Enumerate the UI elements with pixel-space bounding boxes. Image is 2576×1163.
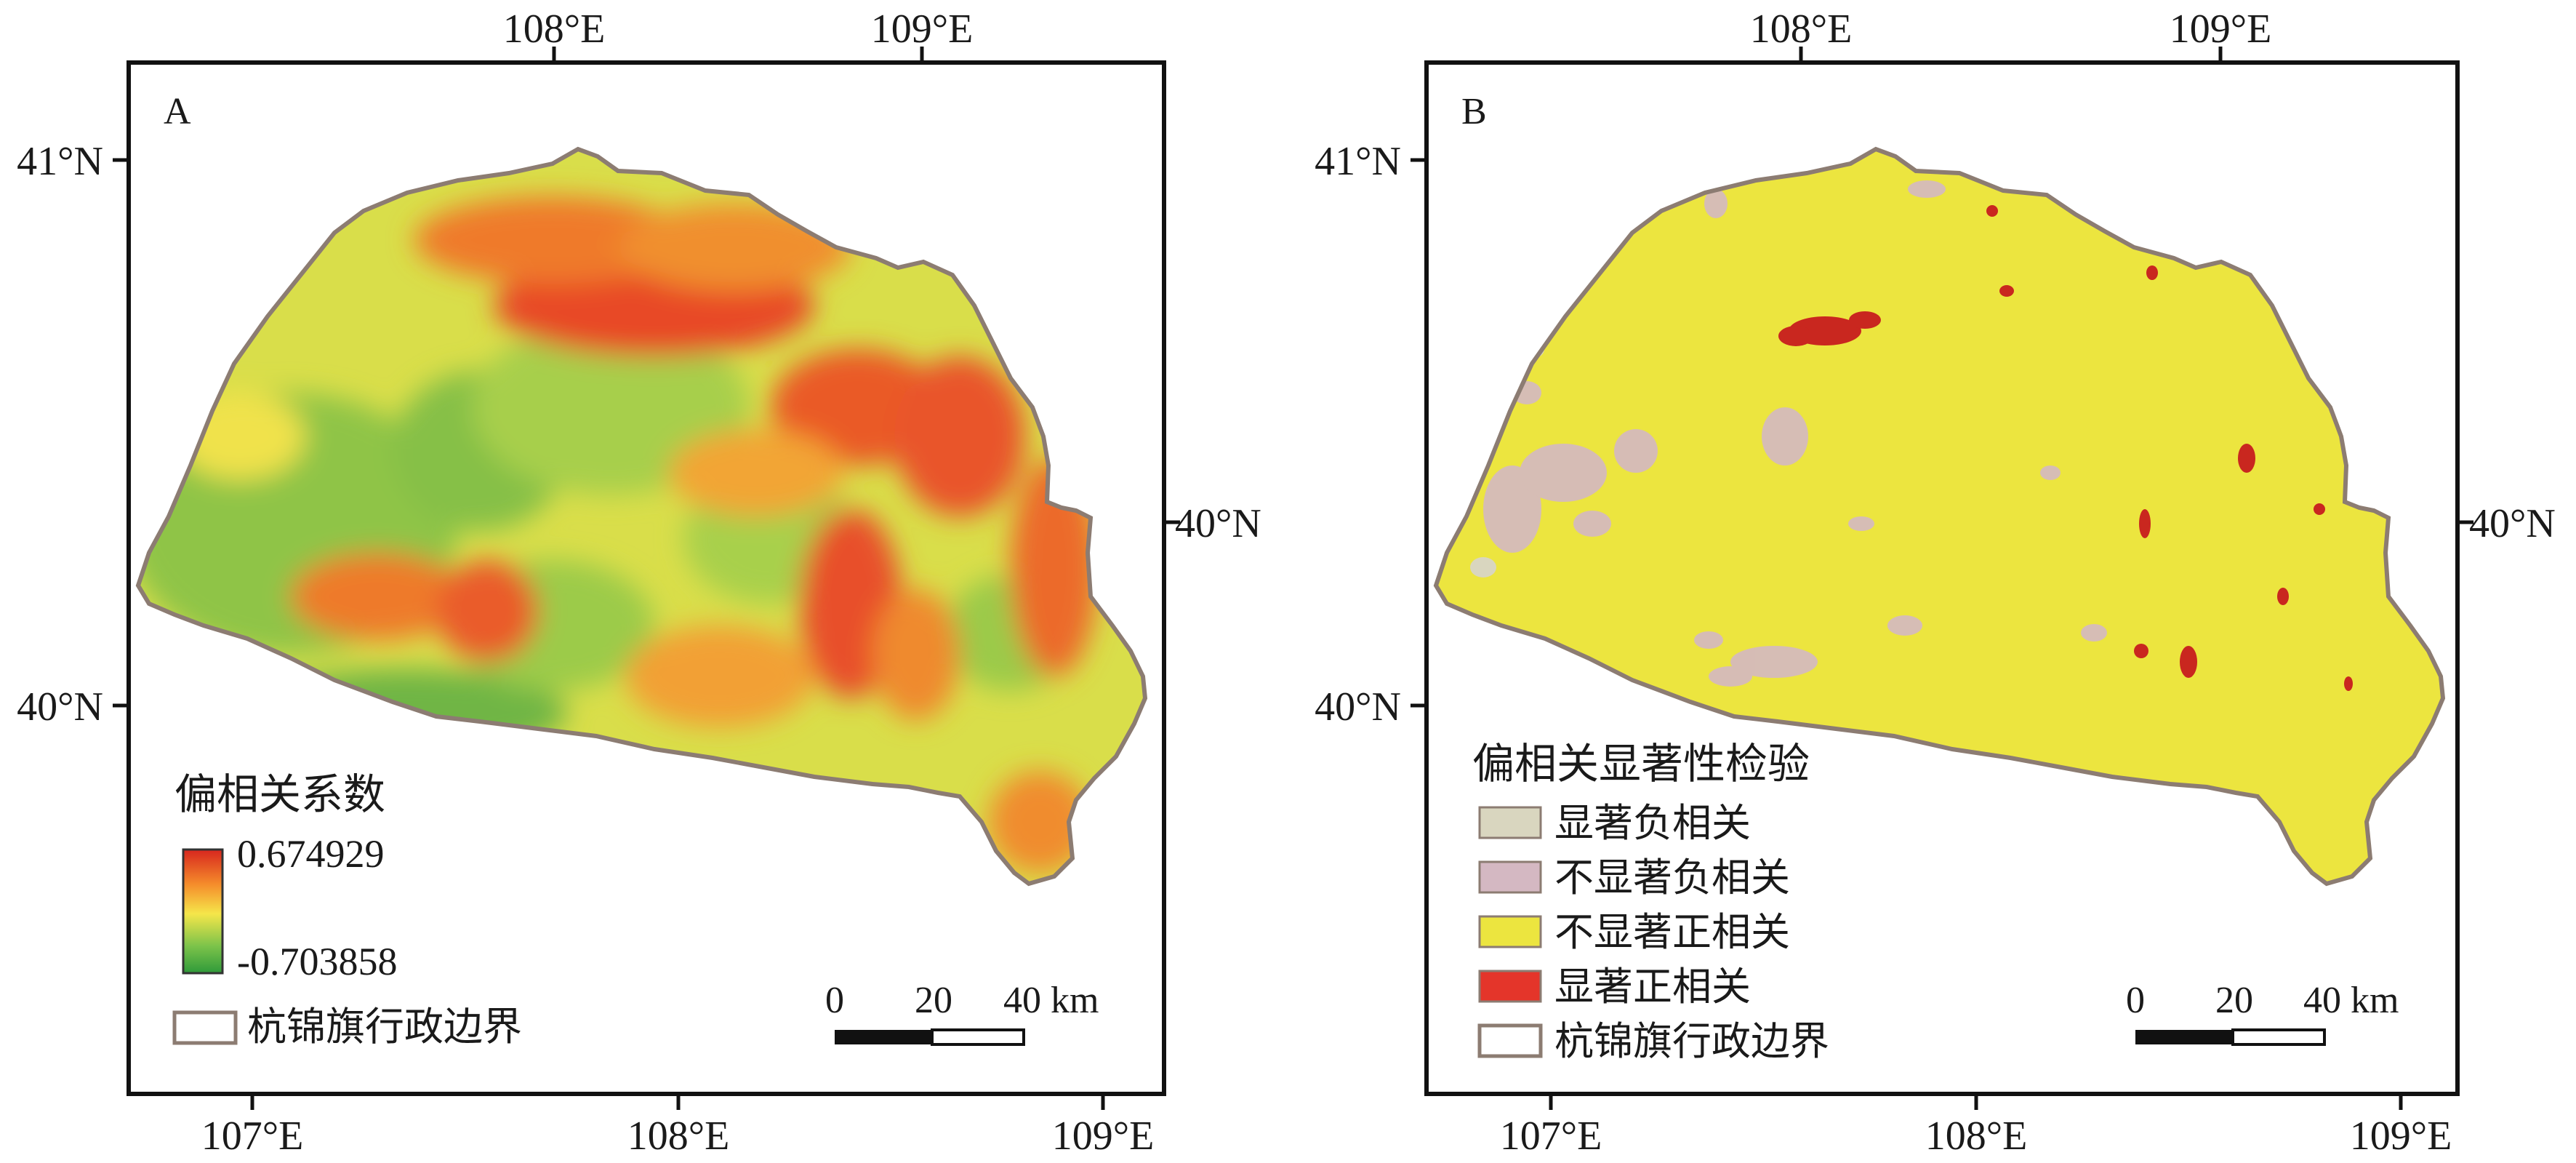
legend-swatch-significant-positive — [1478, 970, 1542, 1003]
panel-b-letter: B — [1461, 91, 1487, 132]
legend-title: 偏相关显著性检验 — [1472, 740, 1810, 788]
scale-segment — [2231, 1028, 2326, 1046]
right-lat-label: 40°N — [1175, 501, 1261, 546]
panel-a: A 108°E 109°E 107°E 108°E 109°E 41°N 40°… — [17, 7, 1261, 1159]
legend-min-value: -0.703858 — [237, 940, 397, 983]
boundary-label: 杭锦旗行政边界 — [247, 1005, 522, 1049]
significance-legend: 偏相关显著性检验 显著负相关 不显著负相关 不显著正相关 显著正相关 杭锦旗行政… — [1472, 740, 1829, 1063]
panel-a-ticks — [113, 47, 1180, 1110]
legend-item-label: 不显著正相关 — [1554, 911, 1790, 954]
bottom-lon-label: 108°E — [1925, 1114, 2028, 1159]
scale-bar: 0 20 40 km — [2126, 980, 2399, 1046]
legend-item-label: 显著正相关 — [1554, 965, 1751, 1009]
legend-swatch-nonsignificant-negative — [1478, 860, 1542, 894]
bottom-lon-label: 107°E — [1500, 1114, 1602, 1159]
top-lon-label: 108°E — [503, 7, 606, 52]
scale-label: 40 km — [2303, 980, 2399, 1021]
bottom-lon-label: 109°E — [1052, 1114, 1155, 1159]
legend-item-label: 不显著负相关 — [1554, 856, 1790, 900]
panel-a-frame — [127, 60, 1166, 1096]
scale-label: 0 — [825, 980, 844, 1021]
scale-label: 40 km — [1003, 980, 1099, 1021]
panel-b-frame — [1424, 60, 2460, 1096]
legend-title: 偏相关系数 — [174, 771, 385, 818]
right-lat-label: 40°N — [2469, 501, 2556, 546]
legend-max-value: 0.674929 — [237, 832, 385, 876]
legend-swatch-significant-negative — [1478, 806, 1542, 839]
legend-item-label: 显著负相关 — [1554, 802, 1751, 845]
scale-bar: 0 20 40 km — [825, 980, 1099, 1046]
legend-swatch-nonsignificant-positive — [1478, 915, 1542, 948]
panel-b-ticks — [1411, 47, 2473, 1110]
top-lon-label: 109°E — [2170, 7, 2272, 52]
legend-swatch-boundary — [1477, 1023, 1543, 1058]
left-lat-label: 41°N — [17, 139, 103, 184]
scale-segment — [2135, 1030, 2233, 1044]
panel-b: B 108°E 109°E 107°E 108°E 109°E 41°N 40°… — [1315, 7, 2556, 1159]
legend-item-label: 杭锦旗行政边界 — [1554, 1020, 1829, 1063]
left-lat-label: 40°N — [17, 684, 103, 730]
boundary-swatch — [172, 1010, 238, 1045]
left-lat-label: 41°N — [1315, 139, 1401, 184]
top-lon-label: 109°E — [871, 7, 974, 52]
significant-positive-patches — [1778, 205, 2353, 691]
bottom-lon-label: 108°E — [627, 1114, 730, 1159]
scale-label: 20 — [2215, 980, 2253, 1021]
bottom-lon-label: 107°E — [201, 1114, 304, 1159]
top-lon-label: 108°E — [1750, 7, 1853, 52]
scale-segment — [931, 1028, 1025, 1046]
scale-label: 20 — [915, 980, 952, 1021]
panel-a-letter: A — [164, 91, 191, 132]
bottom-lon-label: 109°E — [2350, 1114, 2452, 1159]
county-boundary — [1433, 146, 2446, 887]
scale-segment — [835, 1030, 932, 1044]
correlation-legend: 偏相关系数 0.674929 -0.703858 杭锦旗行政边界 — [172, 771, 522, 1049]
scale-label: 0 — [2126, 980, 2145, 1021]
left-lat-label: 40°N — [1315, 684, 1401, 730]
color-ramp — [182, 848, 224, 975]
